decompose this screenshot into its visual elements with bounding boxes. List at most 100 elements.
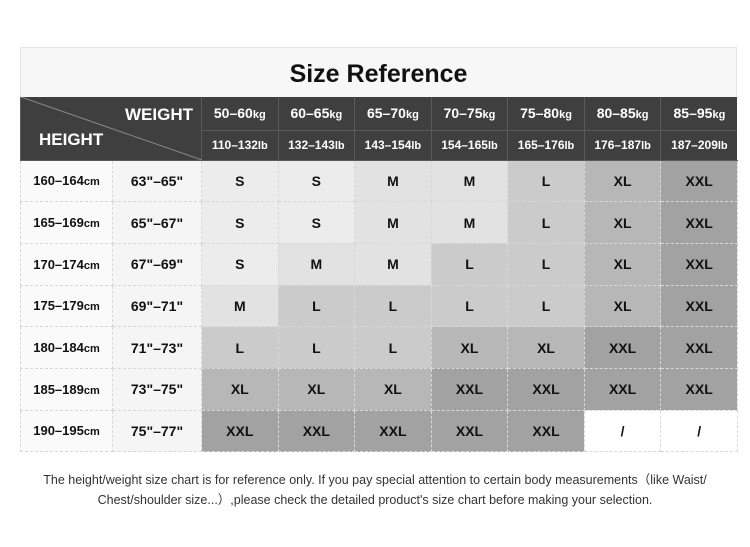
table-row: 165–169cm 65"–67" S S M M L XL XXL bbox=[20, 201, 738, 244]
unit-cm: cm bbox=[83, 426, 100, 439]
unit-cm: cm bbox=[83, 218, 100, 231]
size-cell: M bbox=[430, 201, 509, 244]
size-chart: Size Reference WEIGHT HEIGHT 50–60kg 60–6… bbox=[20, 47, 738, 453]
size-cell: L bbox=[354, 326, 432, 369]
size-cell: L bbox=[507, 159, 585, 203]
diagonal-divider bbox=[21, 97, 202, 160]
weight-kg-header: 80–85kg bbox=[583, 97, 661, 131]
unit-cm: cm bbox=[83, 343, 100, 356]
size-cell: L bbox=[354, 284, 432, 328]
weight-lb-value: 187–209 bbox=[671, 138, 718, 152]
footer-line-1: The height/weight size chart is for refe… bbox=[43, 473, 707, 487]
size-cell: L bbox=[201, 326, 279, 369]
size-cell: XL bbox=[507, 326, 585, 369]
height-inch-cell: 65"–67" bbox=[112, 201, 202, 244]
header-row-kg: WEIGHT HEIGHT 50–60kg 60–65kg 65–70kg 70–75… bbox=[20, 97, 738, 161]
weight-kg-value: 70–75 bbox=[443, 105, 483, 122]
table-row: 180–184cm 71"–73" L L L XL XL XXL XXL bbox=[20, 326, 738, 369]
unit-lb: lb bbox=[564, 140, 575, 152]
size-cell: XXL bbox=[277, 409, 356, 453]
weight-kg-header: 85–95kg bbox=[660, 97, 738, 131]
size-cell: M bbox=[354, 201, 432, 244]
size-cell: S bbox=[201, 159, 279, 203]
size-cell: L bbox=[507, 242, 585, 286]
height-label: HEIGHT bbox=[39, 129, 104, 149]
weight-kg-value: 60–65 bbox=[290, 105, 330, 122]
unit-lb: lb bbox=[641, 140, 651, 152]
unit-kg: kg bbox=[712, 109, 726, 122]
unit-lb: lb bbox=[717, 140, 728, 152]
size-cell: XL bbox=[277, 367, 356, 411]
height-inch-cell: 71"–73" bbox=[112, 326, 202, 369]
size-cell: XXL bbox=[583, 367, 662, 411]
size-cell: M bbox=[354, 242, 432, 286]
table-row: 170–174cm 67"–69" S M M L L XL XXL bbox=[20, 242, 738, 286]
unit-lb: lb bbox=[334, 140, 345, 152]
size-table: WEIGHT HEIGHT 50–60kg 60–65kg 65–70kg 70–75… bbox=[20, 97, 738, 453]
size-cell: XXL bbox=[430, 409, 509, 453]
unit-kg: kg bbox=[252, 109, 266, 122]
size-cell: XL bbox=[201, 367, 279, 411]
height-cm-cell: 165–169cm bbox=[20, 201, 113, 244]
size-cell: L bbox=[507, 284, 585, 328]
size-cell: XXL bbox=[354, 409, 432, 453]
size-cell: M bbox=[277, 242, 356, 286]
footer-line-2: Chest/shoulder size...）,please check the… bbox=[97, 493, 653, 507]
size-cell: M bbox=[430, 159, 509, 203]
header-row-lb: 110–132lb 132–143lb 143–154lb 154–165lb 165–… bbox=[21, 130, 738, 161]
size-cell: L bbox=[507, 201, 585, 244]
weight-kg-value: 75–80 bbox=[520, 105, 560, 122]
size-cell: L bbox=[277, 284, 356, 328]
weight-kg-header: 65–70kg bbox=[354, 97, 432, 131]
height-inch-cell: 75"–77" bbox=[112, 409, 202, 453]
height-inch-cell: 69"–71" bbox=[112, 284, 202, 328]
height-inch-cell: 63"–65" bbox=[112, 159, 202, 203]
table-row: 160–164cm 63"–65" S S M M L XL XXL bbox=[20, 159, 738, 203]
weight-lb-header: 176–187lb bbox=[583, 130, 661, 161]
size-cell: XXL bbox=[583, 326, 662, 369]
size-cell: XL bbox=[354, 367, 432, 411]
unit-kg: kg bbox=[482, 109, 496, 122]
unit-cm: cm bbox=[83, 176, 100, 189]
size-cell: S bbox=[277, 159, 356, 203]
size-cell: L bbox=[277, 326, 356, 369]
size-cell: XXL bbox=[430, 367, 509, 411]
weight-lb-value: 110–132 bbox=[211, 138, 258, 152]
weight-lb-header: 154–165lb bbox=[430, 130, 508, 161]
corner-header: WEIGHT HEIGHT bbox=[20, 97, 202, 161]
size-cell: XXL bbox=[201, 409, 279, 453]
unit-kg: kg bbox=[559, 109, 572, 122]
height-cm-value: 185–189 bbox=[33, 381, 84, 397]
weight-kg-value: 80–85 bbox=[596, 105, 636, 122]
height-cm-cell: 185–189cm bbox=[20, 367, 113, 411]
height-cm-cell: 180–184cm bbox=[20, 326, 113, 369]
size-cell: XL bbox=[430, 326, 509, 369]
height-cm-cell: 175–179cm bbox=[20, 284, 113, 328]
height-inch-cell: 73"–75" bbox=[112, 367, 202, 411]
size-cell: / bbox=[583, 409, 662, 453]
size-cell: L bbox=[430, 284, 509, 328]
unit-kg: kg bbox=[405, 109, 419, 122]
unit-lb: lb bbox=[257, 140, 268, 152]
height-cm-value: 165–169 bbox=[33, 215, 84, 231]
weight-lb-value: 176–187 bbox=[594, 138, 642, 152]
weight-lb-value: 154–165 bbox=[441, 138, 488, 152]
height-inch-cell: 67"–69" bbox=[112, 242, 202, 286]
size-cell: XXL bbox=[660, 284, 738, 328]
size-cell: XL bbox=[583, 284, 662, 328]
weight-lb-value: 132–143 bbox=[288, 138, 335, 152]
height-cm-value: 190–195 bbox=[33, 423, 84, 439]
size-cell: S bbox=[201, 242, 279, 286]
table-row: 175–179cm 69"–71" M L L L L XL XXL bbox=[20, 284, 738, 328]
weight-kg-header: 70–75kg bbox=[430, 97, 508, 131]
size-cell: XXL bbox=[507, 409, 585, 453]
unit-cm: cm bbox=[83, 301, 100, 314]
height-cm-value: 170–174 bbox=[33, 256, 84, 272]
weight-lb-value: 165–176 bbox=[517, 138, 565, 152]
weight-label: WEIGHT bbox=[125, 105, 193, 124]
weight-kg-header: 60–65kg bbox=[277, 97, 355, 131]
weight-kg-value: 65–70 bbox=[367, 105, 406, 122]
weight-lb-value: 143–154 bbox=[364, 138, 412, 152]
weight-lb-header: 110–132lb bbox=[201, 130, 279, 161]
unit-lb: lb bbox=[487, 140, 498, 152]
